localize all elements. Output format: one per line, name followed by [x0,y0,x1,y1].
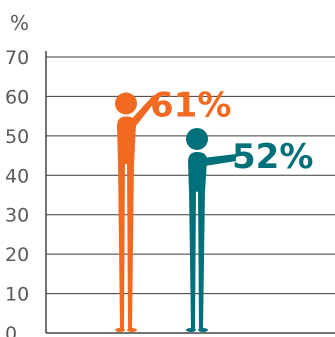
figure-arm [132,94,156,129]
figure-right-foot [198,328,208,332]
y-unit-label: % [10,11,29,35]
figure-arm [203,153,236,166]
figure-torso [188,151,207,192]
y-tick-label: 40 [5,165,29,187]
data-label: 61% [150,85,231,125]
data-label: 52% [232,137,313,177]
y-tick-label: 20 [5,244,29,266]
figure-marks [115,92,236,332]
figure-right-leg [198,189,205,329]
figure-head [115,92,137,115]
y-tick-label: 50 [5,126,29,148]
y-tick-label: 10 [5,284,29,306]
figure-right-foot [127,328,137,332]
figure-left-leg [189,189,196,329]
y-tick-label: 30 [5,205,29,227]
y-tick-label: 70 [5,47,29,69]
figure-head [186,127,208,150]
figure-left-foot [115,328,125,332]
figure-mark-1 [115,92,156,332]
figure-left-leg [118,162,125,329]
figure-left-foot [186,328,196,332]
y-tick-label: 0 [5,323,17,337]
figure-torso [117,116,136,165]
data-labels: 61%52% [150,85,313,176]
y-tick-label: 60 [5,86,29,108]
y-tick-labels: 0 10 20 30 40 50 60 70 [5,47,29,337]
figure-right-leg [127,162,134,329]
figure-mark-2 [186,127,236,332]
